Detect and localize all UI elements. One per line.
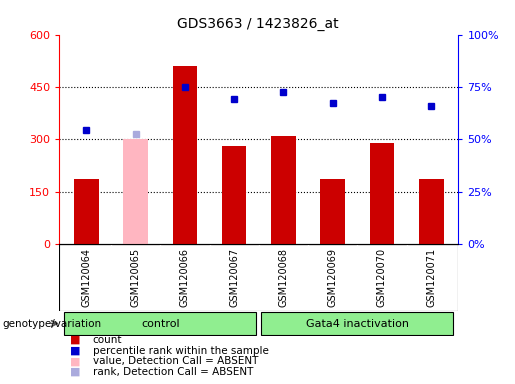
- Bar: [419, 179, 443, 244]
- Bar: [123, 139, 148, 244]
- Text: GSM120065: GSM120065: [131, 248, 141, 307]
- Text: GSM120069: GSM120069: [328, 248, 338, 307]
- Bar: [222, 146, 247, 244]
- Text: count: count: [93, 335, 122, 345]
- Bar: [74, 179, 99, 244]
- Text: GSM120070: GSM120070: [377, 248, 387, 307]
- Text: GDS3663 / 1423826_at: GDS3663 / 1423826_at: [177, 17, 338, 31]
- Text: rank, Detection Call = ABSENT: rank, Detection Call = ABSENT: [93, 367, 253, 377]
- Bar: [271, 136, 296, 244]
- Text: GSM120068: GSM120068: [279, 248, 288, 307]
- Text: GSM120066: GSM120066: [180, 248, 190, 307]
- Text: ■: ■: [70, 335, 80, 345]
- Text: GSM120071: GSM120071: [426, 248, 436, 307]
- Text: control: control: [141, 318, 180, 329]
- FancyBboxPatch shape: [64, 312, 256, 335]
- Bar: [320, 179, 345, 244]
- Text: ■: ■: [70, 356, 80, 366]
- Text: percentile rank within the sample: percentile rank within the sample: [93, 346, 269, 356]
- Text: ■: ■: [70, 346, 80, 356]
- Text: genotype/variation: genotype/variation: [3, 318, 101, 329]
- Bar: [370, 143, 394, 244]
- Bar: [173, 66, 197, 244]
- Text: ■: ■: [70, 367, 80, 377]
- Text: GSM120067: GSM120067: [229, 248, 239, 307]
- Text: Gata4 inactivation: Gata4 inactivation: [306, 318, 409, 329]
- Text: GSM120064: GSM120064: [81, 248, 91, 307]
- Text: value, Detection Call = ABSENT: value, Detection Call = ABSENT: [93, 356, 258, 366]
- FancyBboxPatch shape: [261, 312, 453, 335]
